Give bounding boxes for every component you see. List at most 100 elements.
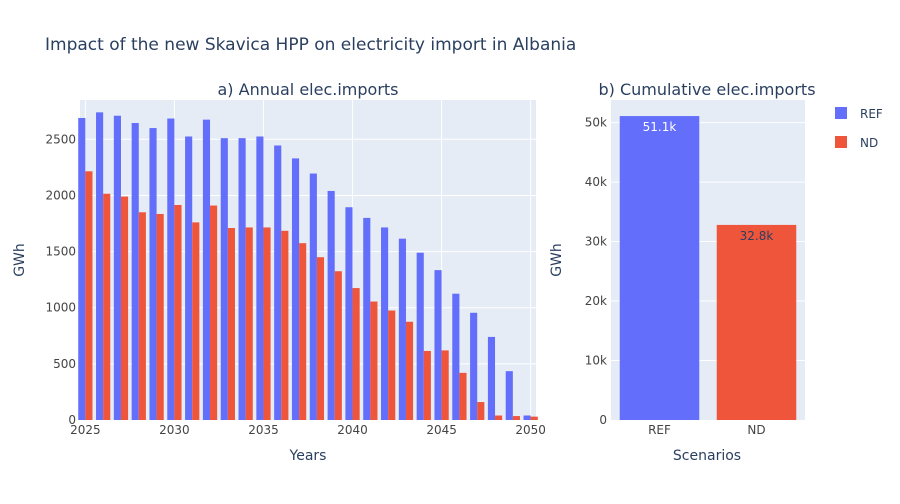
annual-bar-ref — [309, 173, 317, 420]
annual-bar-nd — [103, 193, 111, 420]
legend-label-ref[interactable]: REF — [860, 107, 883, 121]
cumulative-data-labels: 51.1k 32.8k — [643, 120, 774, 243]
cumulative-subplot-title: b) Cumulative elec.imports — [598, 80, 815, 99]
annual-bar-ref — [416, 252, 424, 420]
figure-title: Impact of the new Skavica HPP on electri… — [45, 35, 576, 55]
annual-bar-nd — [477, 402, 485, 420]
cumulative-bar-nd — [716, 224, 797, 420]
annual-bar-ref — [363, 217, 371, 420]
cumulative-y-tick-label: 0 — [599, 413, 607, 427]
annual-bar-ref — [238, 138, 246, 420]
annual-bar-ref — [256, 136, 264, 421]
annual-x-tick-label: 2050 — [515, 423, 546, 437]
annual-bar-nd — [441, 350, 449, 420]
annual-bar-ref — [96, 112, 104, 420]
cumulative-data-label: 32.8k — [740, 229, 774, 243]
annual-bar-nd — [85, 171, 93, 420]
annual-x-tick-label: 2035 — [248, 423, 279, 437]
annual-bar-ref — [78, 117, 86, 421]
annual-y-tick-label: 500 — [53, 357, 76, 371]
cumulative-y-tick-labels: 0 10k 20k 30k 40k 50k — [585, 116, 607, 427]
annual-bar-nd — [370, 301, 378, 420]
annual-bar-nd — [495, 415, 503, 420]
annual-bar-ref — [185, 136, 193, 421]
legend-swatch-nd — [835, 136, 847, 148]
annual-bar-nd — [299, 243, 307, 420]
annual-bar-ref — [381, 227, 389, 420]
annual-bar-ref — [202, 119, 211, 421]
annual-bar-nd — [423, 350, 431, 420]
annual-bars — [78, 112, 538, 421]
annual-y-tick-labels: 0 500 1000 1500 2000 2500 — [45, 132, 76, 427]
annual-bar-ref — [220, 138, 228, 420]
cumulative-bar-ref — [619, 116, 700, 420]
legend[interactable]: REF ND — [835, 107, 883, 150]
annual-x-axis-label: Years — [289, 448, 327, 464]
annual-bar-nd — [459, 372, 467, 420]
annual-bar-ref — [487, 336, 496, 420]
annual-y-tick-label: 0 — [68, 413, 76, 427]
annual-bar-ref — [167, 118, 175, 421]
cumulative-x-axis-label: Scenarios — [673, 448, 741, 464]
annual-bar-nd — [334, 271, 342, 420]
annual-bar-nd — [316, 257, 325, 420]
annual-bar-nd — [263, 227, 271, 420]
annual-bar-ref — [523, 415, 531, 420]
annual-bar-nd — [138, 212, 146, 420]
annual-bar-ref — [345, 207, 353, 420]
cumulative-data-label: 51.1k — [643, 120, 677, 134]
annual-bar-ref — [291, 158, 300, 420]
annual-bar-ref — [398, 238, 406, 420]
legend-swatch-ref — [835, 107, 847, 119]
cumulative-y-axis-label: GWh — [549, 243, 565, 277]
annual-bar-ref — [149, 128, 157, 420]
cumulative-y-tick-label: 30k — [585, 235, 607, 249]
annual-bar-ref — [434, 270, 442, 420]
annual-y-tick-label: 2000 — [45, 188, 76, 202]
annual-bar-ref — [113, 115, 121, 420]
cumulative-x-tick-label: REF — [648, 423, 671, 437]
cumulative-bars — [619, 116, 797, 420]
annual-bar-ref — [131, 123, 139, 420]
annual-bar-ref — [505, 371, 513, 420]
annual-bar-nd — [156, 213, 164, 420]
annual-bar-nd — [281, 230, 289, 420]
annual-x-tick-label: 2030 — [159, 423, 190, 437]
legend-label-nd[interactable]: ND — [860, 136, 878, 150]
annual-plot-background — [80, 100, 536, 420]
annual-bar-nd — [388, 310, 396, 420]
annual-bar-ref — [274, 145, 282, 420]
cumulative-x-tick-labels: REF ND — [648, 423, 766, 437]
cumulative-x-tick-label: ND — [747, 423, 765, 437]
annual-bar-nd — [210, 205, 218, 420]
cumulative-y-tick-label: 40k — [585, 175, 607, 189]
annual-y-axis-label: GWh — [12, 243, 28, 277]
annual-subplot-title: a) Annual elec.imports — [217, 80, 398, 99]
annual-x-tick-label: 2040 — [337, 423, 368, 437]
annual-bar-ref — [327, 190, 335, 420]
annual-x-tick-label: 2025 — [70, 423, 101, 437]
annual-bar-nd — [174, 204, 182, 420]
annual-bar-nd — [512, 416, 520, 420]
annual-imports-panel: 0 500 1000 1500 2000 2500 2025 2030 2035 2040 204… — [12, 80, 546, 464]
annual-y-tick-label: 2500 — [45, 132, 76, 146]
annual-y-tick-label: 1500 — [45, 245, 76, 259]
annual-x-tick-labels: 2025 2030 2035 2040 2045 2050 — [70, 423, 546, 437]
annual-x-tick-label: 2045 — [426, 423, 457, 437]
cumulative-y-tick-label: 20k — [585, 294, 607, 308]
annual-bar-nd — [352, 288, 360, 420]
annual-bar-nd — [120, 196, 129, 420]
annual-bar-ref — [470, 312, 478, 420]
annual-bar-nd — [227, 228, 235, 420]
annual-bar-nd — [405, 321, 414, 420]
annual-bar-ref — [452, 293, 460, 420]
cumulative-y-tick-label: 50k — [585, 116, 607, 130]
annual-y-tick-label: 1000 — [45, 301, 76, 315]
cumulative-y-tick-label: 10k — [585, 354, 607, 368]
cumulative-imports-panel: 51.1k 32.8k 0 10k 20k 30k 40k 50k REF ND b) Cum… — [549, 80, 816, 464]
annual-bar-nd — [192, 222, 200, 420]
annual-bar-nd — [530, 416, 538, 420]
annual-bar-nd — [245, 227, 253, 420]
